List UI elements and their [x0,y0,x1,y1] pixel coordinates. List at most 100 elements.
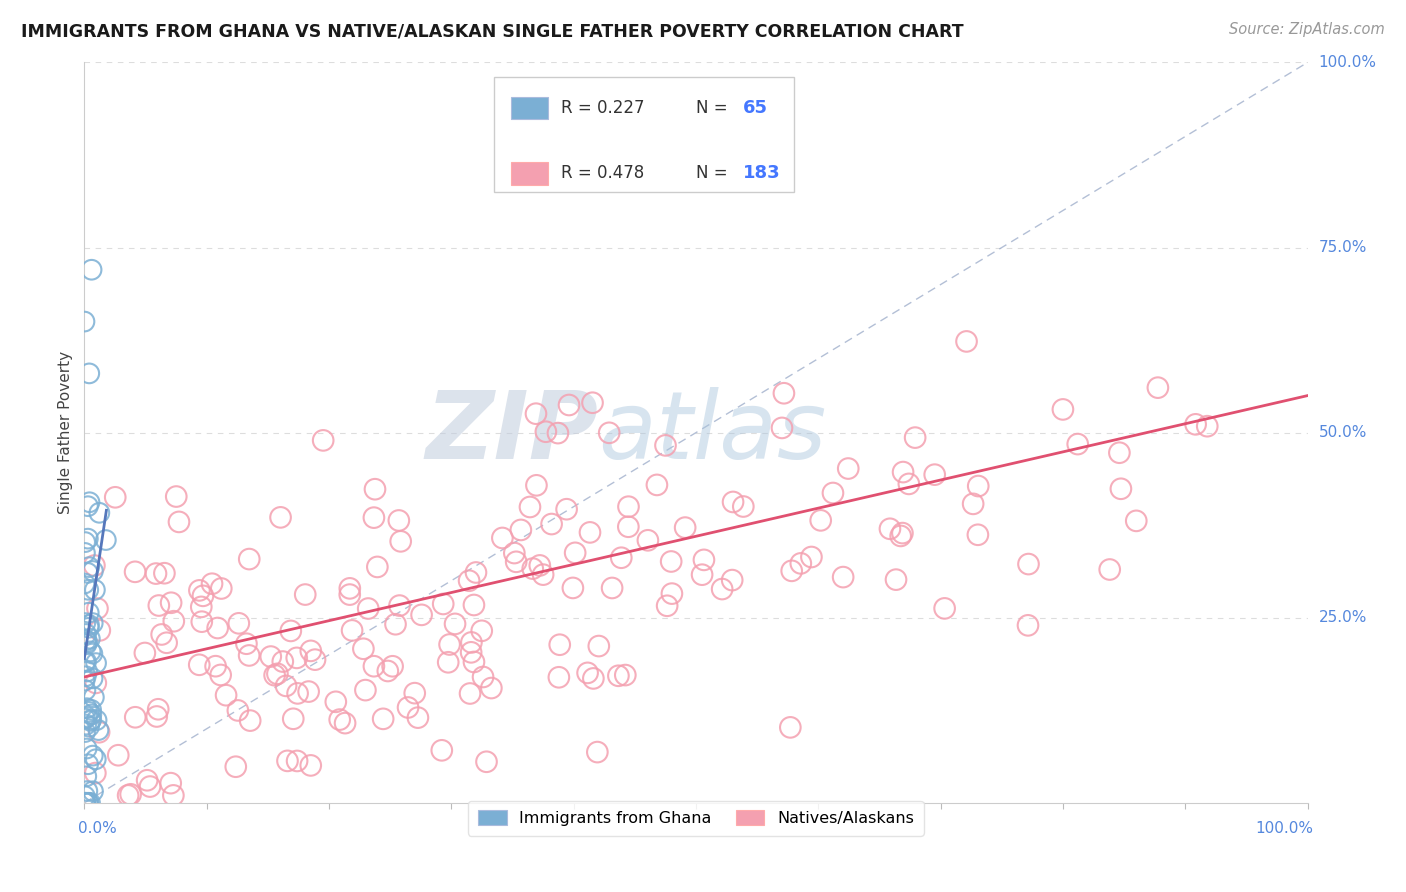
Point [238,648,260,663]
Point [897,476,920,491]
Point [76,701,98,715]
Point [215,688,238,702]
Text: ZIP: ZIP [425,386,598,479]
Point [228,616,250,631]
Point [82,672,104,686]
Point [285,651,308,665]
Point [77,757,100,772]
Point [73,314,96,328]
Point [77,606,100,620]
Point [76,784,98,798]
Point [471,624,494,638]
Text: 75.0%: 75.0% [1319,240,1367,255]
Point [124,565,146,579]
Point [770,421,793,435]
Point [239,714,262,728]
Point [329,713,352,727]
Point [339,582,361,596]
Point [458,686,481,700]
Point [503,546,526,560]
Point [340,624,363,638]
Point [76,566,98,580]
Point [531,567,554,582]
Point [522,561,544,575]
Point [800,549,823,564]
Point [75,717,97,731]
Point [79,495,101,509]
Point [75,655,97,669]
Point [810,513,832,527]
Point [711,582,734,596]
Point [526,478,548,492]
Point [1098,562,1121,576]
Point [312,434,335,448]
Point [75,769,97,783]
Point [77,705,100,719]
Text: IMMIGRANTS FROM GHANA VS NATIVE/ALASKAN SINGLE FATHER POVERTY CORRELATION CHART: IMMIGRANTS FROM GHANA VS NATIVE/ALASKAN … [21,22,963,40]
Point [325,695,347,709]
Point [934,601,956,615]
Point [955,334,977,349]
Point [76,665,98,679]
Point [645,478,668,492]
Point [266,666,288,681]
Point [136,773,159,788]
Point [304,653,326,667]
Point [576,665,599,680]
Point [87,725,110,739]
Legend: Immigrants from Ghana, Natives/Alaskans: Immigrants from Ghana, Natives/Alaskans [468,801,924,836]
Point [463,655,485,669]
Point [352,641,374,656]
Y-axis label: Single Father Poverty: Single Father Poverty [58,351,73,514]
Point [1197,419,1219,434]
Point [548,638,571,652]
Point [76,710,98,724]
Point [1147,381,1170,395]
Point [73,796,96,810]
Point [77,621,100,635]
Point [1184,417,1206,432]
Point [832,570,855,584]
Point [276,754,298,768]
Point [588,639,610,653]
Point [280,624,302,638]
Point [82,564,104,578]
Point [73,655,96,669]
Point [357,601,380,615]
Point [384,617,406,632]
Point [529,558,551,573]
Point [773,386,796,401]
Point [821,486,844,500]
Point [655,599,678,613]
Point [524,407,547,421]
Point [84,752,107,766]
Point [389,534,412,549]
Point [156,636,179,650]
Point [879,522,901,536]
Point [614,668,637,682]
Point [153,566,176,581]
Point [274,679,297,693]
Point [283,712,305,726]
Point [377,664,399,678]
Point [134,646,156,660]
Point [540,516,562,531]
Point [160,596,183,610]
Point [285,754,308,768]
Point [547,670,569,684]
Point [75,725,97,739]
Point [558,398,581,412]
Point [73,712,96,726]
Point [693,553,716,567]
Point [209,668,232,682]
Point [1125,514,1147,528]
Point [579,525,602,540]
Point [890,529,912,543]
Text: R = 0.227: R = 0.227 [561,99,645,118]
Text: N =: N = [696,99,727,118]
Point [690,567,713,582]
Point [83,558,105,573]
Point [89,506,111,520]
Point [790,557,813,571]
Point [298,684,321,698]
